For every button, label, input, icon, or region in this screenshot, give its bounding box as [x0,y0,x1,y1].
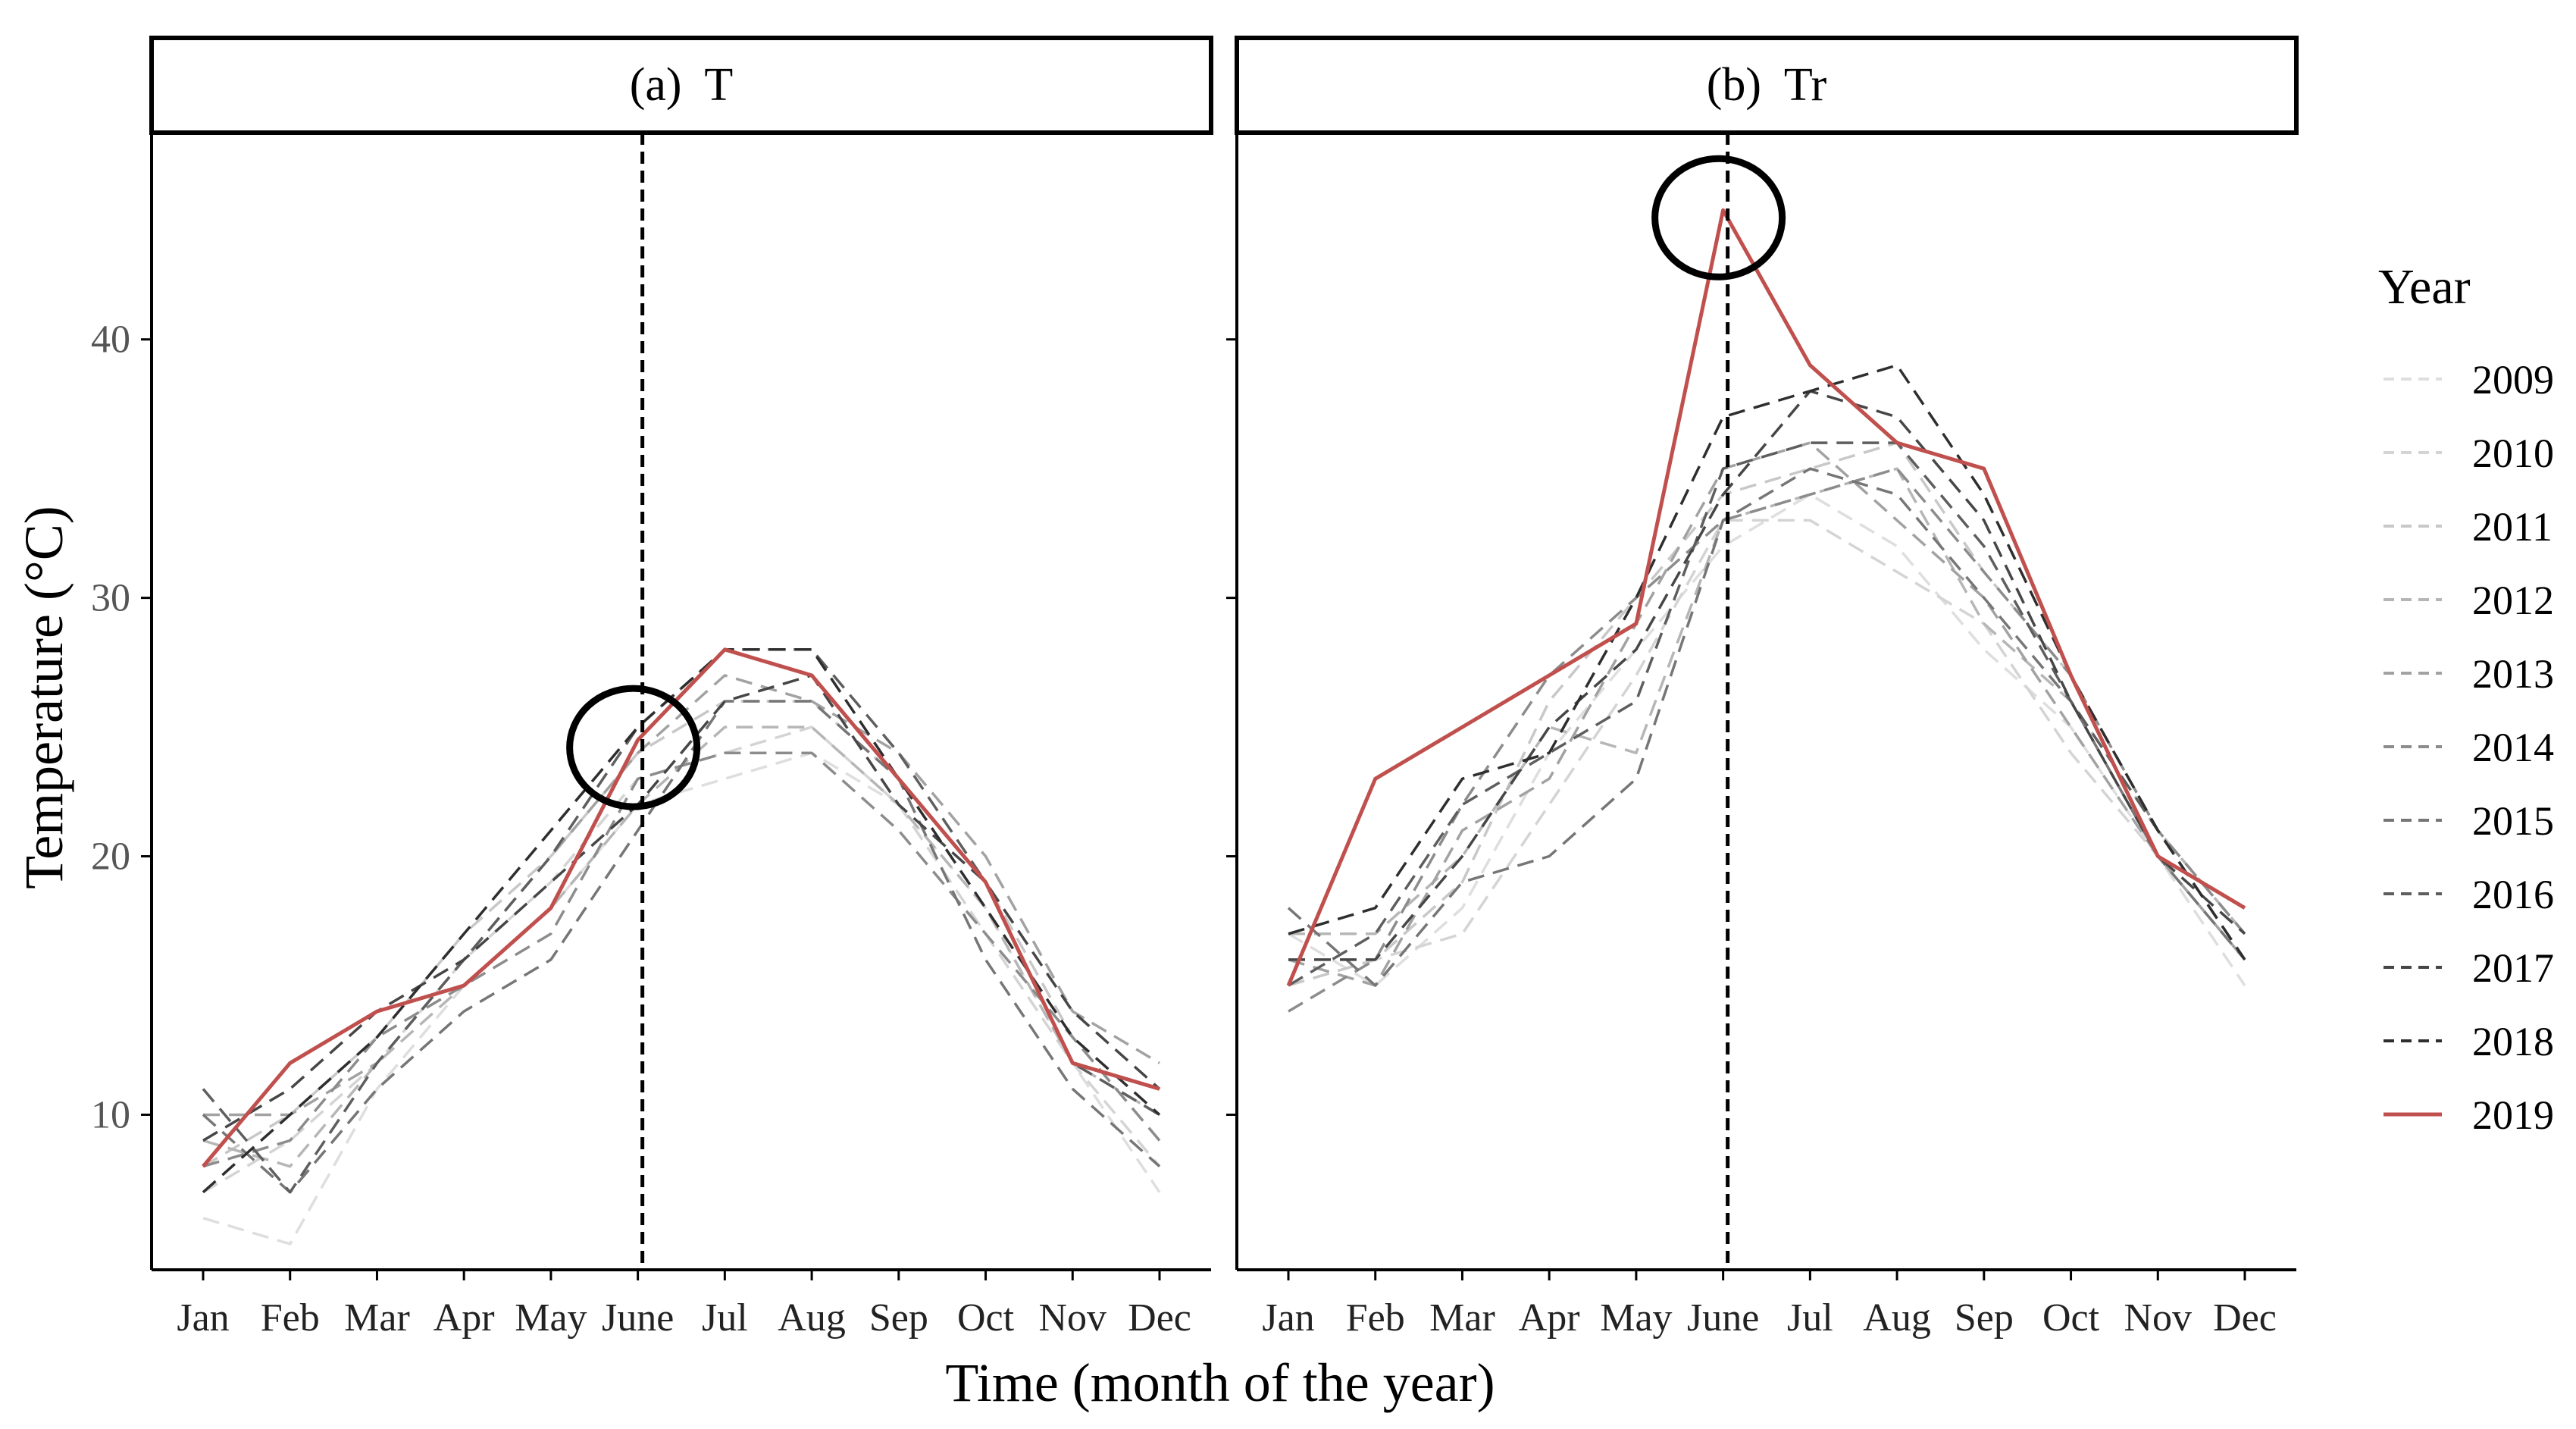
x-tick-label: June [602,1296,674,1340]
series-line-2011 [202,700,1161,1168]
series-line-2019 [202,647,1160,1168]
x-tick-label: Aug [1863,1296,1931,1340]
x-tick-label: Jul [702,1296,748,1340]
peak-highlight-circle [566,685,701,810]
legend-item-2011: 2011 [2384,504,2553,550]
x-tick-label: Jul [1787,1296,1833,1340]
legend-item-2016: 2016 [2384,872,2554,917]
y-tick-label: 10 [91,1093,130,1136]
series-line-2013 [203,674,1160,1117]
facet-strip-label: (a) T [630,59,734,111]
legend-item-2013: 2013 [2384,651,2554,697]
legend-label: 2012 [2472,578,2554,623]
x-tick-label: Apr [434,1296,495,1340]
series-line-2018 [202,648,1161,1194]
x-tick-label: Dec [2213,1296,2277,1340]
legend-label: 2009 [2472,357,2554,403]
legend-item-2010: 2010 [2384,431,2554,476]
x-tick-label: Feb [261,1296,320,1340]
series-line-2015 [202,700,1161,1194]
legend-item-2019: 2019 [2384,1092,2554,1138]
x-tick-label: Apr [1519,1296,1580,1340]
y-tick-label: 20 [91,835,130,879]
x-tick-label: Nov [2124,1296,2192,1340]
x-tick-label: June [1687,1296,1759,1340]
series-line-2009 [202,751,1161,1246]
y-tick-label: 30 [91,577,130,620]
x-tick-label: Aug [778,1296,846,1340]
x-tick-label: Mar [1429,1296,1495,1340]
panel-a: (a) T 10 20 30 40 Jan Feb Mar Apr May June Jul Aug Se… [91,36,1213,1340]
x-tick-label: Dec [1128,1296,1191,1340]
series-line-2017 [202,674,1161,1142]
y-tick-label: 40 [91,318,130,362]
legend-item-2014: 2014 [2384,725,2554,770]
facet-strip-label: (b) Tr [1707,59,1827,111]
legend-label: 2014 [2472,725,2554,770]
legend-label: 2017 [2472,945,2554,991]
x-tick-label: Jan [1262,1296,1314,1340]
x-tick-label: Mar [344,1296,410,1340]
series-line-2016 [202,648,1160,1194]
legend-title: Year [2378,259,2471,315]
series-line-2018 [1288,364,2246,961]
panel-b: (b) Tr Jan Feb Mar Apr May June Jul Aug Sep Oct Nov… [1226,36,2299,1340]
legend-label: 2015 [2472,798,2554,844]
peak-highlight-circle [1651,155,1786,280]
series-line-2019 [1286,208,2246,986]
series-line-2012 [1288,467,2246,935]
x-tick-label: Sep [869,1296,928,1340]
series-line-2013 [1288,441,2246,987]
x-tick-label: Oct [2042,1296,2100,1340]
x-axis-title: Time (month of the year) [945,1352,1495,1413]
panels: (a) T 10 20 30 40 Jan Feb Mar Apr May June Jul Aug Se… [91,36,2299,1340]
x-tick-label: Nov [1038,1296,1106,1340]
legend-label: 2019 [2472,1092,2554,1138]
legend-item-2017: 2017 [2384,945,2554,991]
legend-item-2012: 2012 [2384,578,2554,623]
series-line-2016 [1288,441,2246,987]
legend-item-2009: 2009 [2384,357,2554,403]
legend-label: 2016 [2472,872,2554,917]
x-tick-label: Feb [1346,1296,1405,1340]
y-axis-title: Temperature (°C) [14,506,74,889]
legend-label: 2011 [2472,504,2553,550]
legend-label: 2010 [2472,431,2554,476]
x-tick-label: May [1600,1296,1672,1340]
series-line-2010 [1288,519,2246,961]
series-line-2017 [1288,390,2246,961]
legend-label: 2018 [2472,1019,2554,1064]
legend-item-2018: 2018 [2384,1019,2554,1064]
series-line-2011 [1288,441,2246,987]
x-tick-label: Oct [957,1296,1015,1340]
series-line-2009 [1288,493,2246,987]
x-tick-label: May [515,1296,587,1340]
x-tick-label: Sep [1955,1296,2014,1340]
legend-label: 2013 [2472,651,2554,697]
x-tick-label: Jan [177,1296,229,1340]
facet-strip [149,36,1213,135]
facet-strip [1235,36,2299,135]
legend-item-2015: 2015 [2384,798,2554,844]
